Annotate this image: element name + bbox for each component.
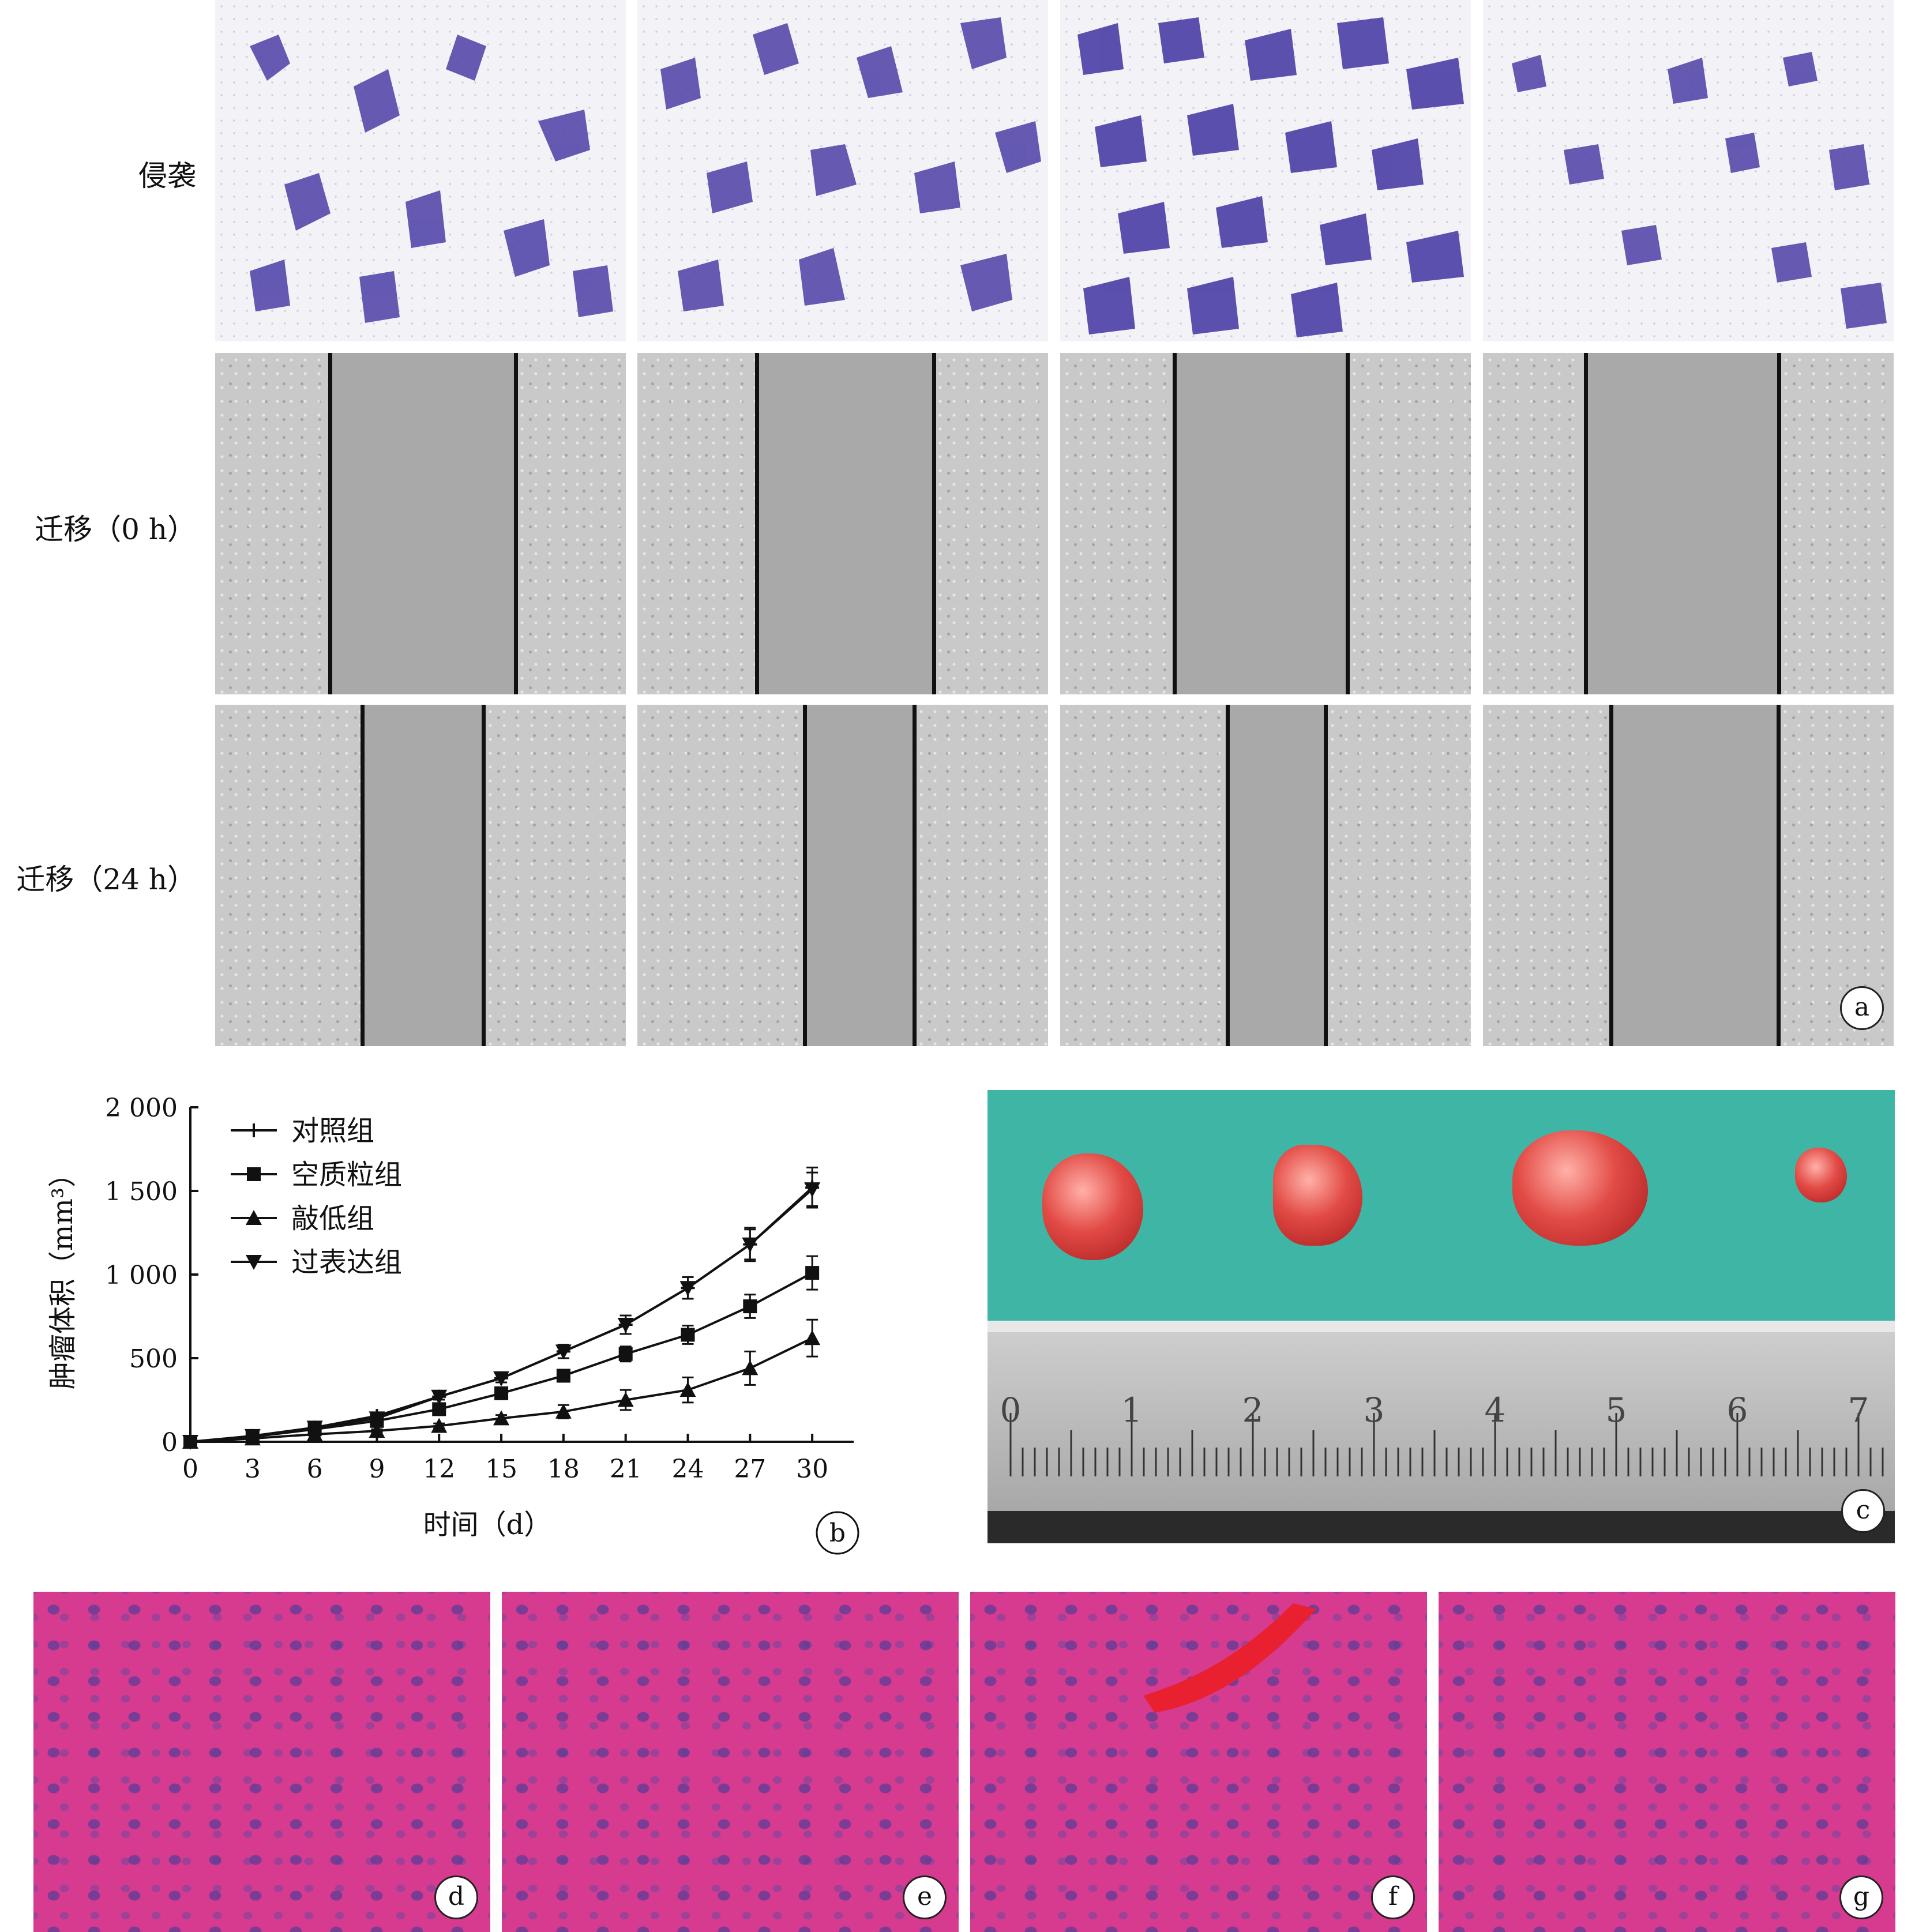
legend-label: 敲低组	[291, 1202, 374, 1235]
migration-24h-image-1	[215, 705, 626, 1046]
y-tick-label: 500	[129, 1344, 178, 1374]
he-image-g: g	[1439, 1592, 1895, 1932]
invasion-image-4	[1483, 0, 1894, 341]
y-tick-label: 1 500	[105, 1177, 178, 1206]
panel-label-a: a	[1840, 986, 1884, 1030]
data-point-3	[742, 1237, 759, 1253]
ruler-number: 4	[1485, 1390, 1506, 1430]
data-point-3	[244, 1429, 261, 1444]
tumor-2	[1273, 1145, 1362, 1246]
he-image-f: f	[970, 1592, 1427, 1932]
panel-label-b-circle	[816, 1511, 859, 1555]
ruler-number: 1	[1121, 1390, 1143, 1430]
legend-label: 过表达组	[291, 1246, 402, 1279]
row-label-migration-24h: 迁移（24 h）	[16, 863, 196, 896]
x-tick-label: 30	[796, 1454, 828, 1484]
x-tick-label: 24	[672, 1454, 704, 1484]
row-label-invasion: 侵袭	[138, 159, 196, 193]
migration-24h-image-3	[1060, 705, 1471, 1046]
ruler-number: 0	[1000, 1390, 1022, 1430]
data-point-1	[681, 1328, 695, 1342]
data-point-2	[431, 1418, 448, 1433]
data-point-3	[306, 1420, 323, 1436]
legend-label: 对照组	[291, 1115, 374, 1147]
he-image-e: e	[502, 1592, 959, 1932]
data-point-2	[369, 1423, 385, 1438]
series-line-0	[190, 1186, 813, 1443]
x-tick-label: 18	[547, 1454, 580, 1484]
panel-label-e: e	[903, 1875, 947, 1919]
legend-marker	[246, 1255, 262, 1270]
panel-label-d: d	[434, 1875, 478, 1919]
ruler-number: 2	[1242, 1390, 1264, 1430]
legend-marker	[246, 1210, 262, 1225]
tumor-volume-chart: 0 500 1 000 1 500 2 000 0 3 6 9 12 15 18 21 24 27 30 时间（…	[47, 1093, 859, 1555]
tumor-3	[1512, 1130, 1648, 1246]
migration-24h-image-2	[637, 705, 1048, 1046]
row-label-migration-0h: 迁移（0 h）	[35, 513, 196, 546]
x-tick-label: 15	[485, 1454, 517, 1484]
panel-label-c: c	[1841, 1489, 1885, 1533]
data-point-2	[742, 1360, 759, 1375]
invasion-image-2	[637, 0, 1048, 341]
migration-0h-image-4	[1483, 353, 1894, 694]
migration-0h-image-1	[215, 353, 626, 694]
x-tick-label: 21	[610, 1454, 642, 1484]
y-tick-label: 1 000	[105, 1261, 178, 1290]
data-point-3	[617, 1318, 634, 1333]
ruler-number: 5	[1606, 1390, 1627, 1430]
x-tick-label: 3	[245, 1454, 261, 1484]
tumor-1	[1042, 1153, 1143, 1260]
he-image-d: d	[33, 1592, 490, 1932]
x-tick-label: 27	[734, 1454, 766, 1484]
data-point-3	[182, 1435, 198, 1450]
legend-marker	[247, 1167, 261, 1181]
invasion-image-1	[215, 0, 626, 341]
data-point-1	[556, 1369, 570, 1383]
data-point-1	[618, 1347, 633, 1361]
y-tick-label: 2 000	[105, 1093, 178, 1123]
y-tick-label: 0	[162, 1428, 178, 1457]
data-point-1	[805, 1266, 820, 1280]
data-point-3	[555, 1344, 572, 1360]
ruler-number: 7	[1848, 1390, 1869, 1430]
data-point-2	[493, 1410, 510, 1426]
migration-0h-image-3	[1060, 353, 1471, 694]
data-point-2	[617, 1392, 634, 1407]
data-point-3	[679, 1281, 696, 1296]
ruler-edge	[987, 1321, 1895, 1332]
invasion-image-3	[1060, 0, 1471, 341]
legend-label: 空质粒组	[291, 1159, 402, 1191]
x-axis-label: 时间（d）	[423, 1509, 552, 1541]
data-point-1	[494, 1386, 509, 1400]
migration-0h-image-2	[637, 353, 1048, 694]
panel-label-b: b	[829, 1518, 846, 1548]
y-axis-label: 肿瘤体积（mm³）	[47, 1160, 79, 1389]
data-point-2	[555, 1403, 572, 1419]
tumor-photo: 0 1 2 3 4 5 6 7	[987, 1090, 1895, 1543]
x-tick-label: 12	[423, 1454, 455, 1484]
data-point-3	[493, 1371, 510, 1386]
data-point-3	[369, 1411, 385, 1427]
ruler-number: 3	[1364, 1390, 1385, 1430]
data-point-2	[679, 1382, 696, 1397]
data-point-2	[804, 1330, 821, 1345]
tumor-4	[1795, 1148, 1847, 1202]
x-tick-label: 6	[307, 1454, 323, 1484]
x-tick-label: 9	[369, 1454, 385, 1484]
data-point-3	[804, 1182, 821, 1198]
ruler-number: 6	[1727, 1390, 1748, 1430]
series-line-3	[190, 1188, 813, 1443]
migration-24h-image-4	[1483, 705, 1894, 1046]
ruler: 0 1 2 3 4 5 6 7	[987, 1321, 1895, 1511]
x-tick-label: 0	[182, 1454, 198, 1484]
panel-label-f: f	[1371, 1875, 1415, 1919]
data-point-1	[743, 1299, 757, 1314]
panel-label-g: g	[1839, 1875, 1883, 1919]
data-point-3	[431, 1389, 448, 1405]
